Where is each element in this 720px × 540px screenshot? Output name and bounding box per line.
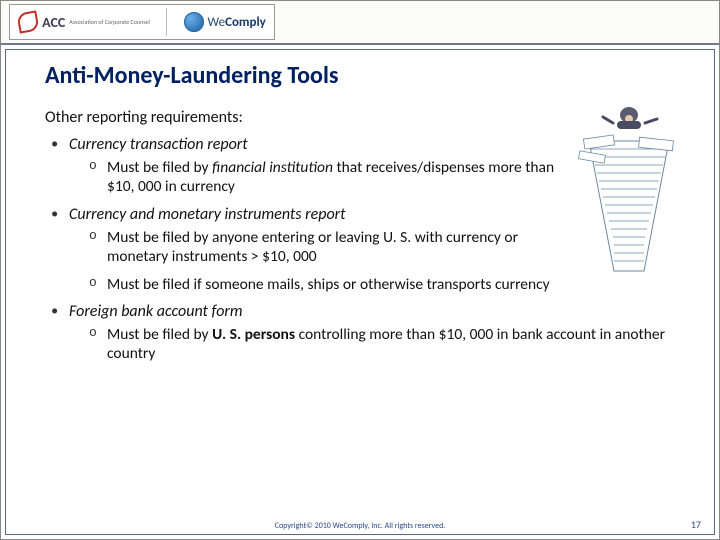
globe-icon	[184, 12, 204, 32]
wecomply-logo: WeComply	[184, 12, 266, 32]
sub-list: Must be filed by U. S. persons controlli…	[69, 325, 695, 364]
logo-box: ACC Association of Corporate Counsel WeC…	[9, 4, 275, 40]
sub-bullet: Must be filed by anyone entering or leav…	[89, 228, 569, 267]
header-bar: ACC Association of Corporate Counsel WeC…	[1, 1, 719, 45]
slide-frame: ACC Association of Corporate Counsel WeC…	[0, 0, 720, 540]
sub-bullet: Must be filed by U. S. persons controlli…	[89, 325, 695, 364]
sub-bullet: Must be filed by financial institution t…	[89, 158, 569, 197]
bullet-item: Foreign bank account formMust be filed b…	[51, 302, 695, 364]
acc-mark-icon	[17, 10, 40, 33]
acc-logo: ACC Association of Corporate Counsel	[18, 12, 150, 32]
acc-logo-text: ACC	[42, 14, 65, 31]
page-number: 17	[691, 518, 701, 531]
slide-title: Anti-Money-Laundering Tools	[45, 61, 695, 90]
wecomply-text: WeComply	[208, 15, 266, 30]
figure-icon	[603, 107, 657, 129]
logo-divider	[166, 8, 167, 36]
wc-pre: We	[208, 15, 226, 30]
footer-copyright: Copyright© 2010 WeComply, Inc. All right…	[1, 521, 719, 531]
paper-stack-illustration	[569, 101, 689, 291]
sub-bullet: Must be filed if someone mails, ships or…	[89, 275, 569, 294]
acc-logo-sub: Association of Corporate Counsel	[69, 19, 150, 25]
wc-post: Comply	[225, 15, 266, 30]
